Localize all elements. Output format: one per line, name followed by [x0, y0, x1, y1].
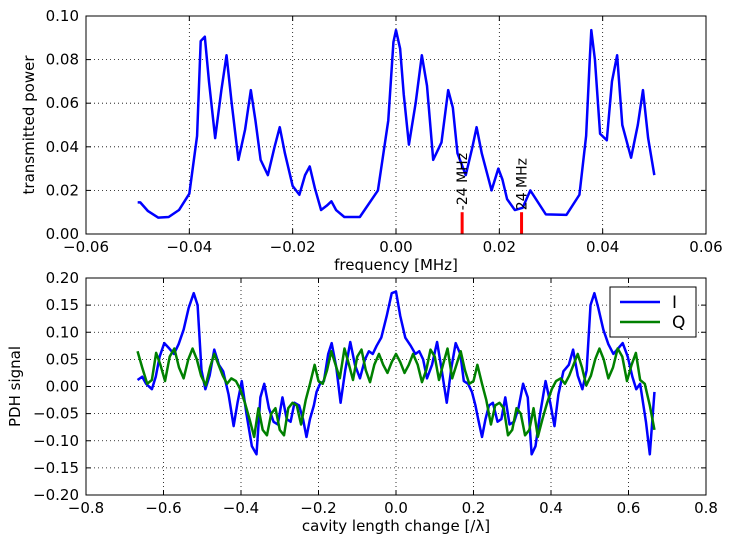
bottom-x-tick-label: 0.8 — [694, 499, 718, 517]
top-x-tick-label: 0.06 — [689, 238, 722, 256]
legend-label-q: Q — [672, 313, 685, 333]
bottom-x-tick-label: −0.6 — [145, 499, 181, 517]
bottom-y-tick-label: −0.10 — [33, 432, 79, 450]
legend-box — [609, 286, 697, 338]
bottom-y-tick-label: −0.20 — [33, 486, 79, 504]
sideband-marker-label: 24 MHz — [515, 158, 531, 210]
bottom-x-tick-label: −0.2 — [300, 499, 336, 517]
top-series-line-0 — [137, 28, 656, 219]
top-x-tick-label: 0.04 — [586, 238, 619, 256]
bottom-y-tick-label: −0.15 — [33, 459, 79, 477]
top-y-tick-label: 0.00 — [46, 225, 79, 243]
top-x-tick-label: −0.04 — [166, 238, 212, 256]
sideband-marker-label: -24 MHz — [455, 153, 471, 210]
bottom-x-tick-label: 0.6 — [617, 499, 641, 517]
bottom-x-tick-label: −0.8 — [68, 499, 104, 517]
top-x-tick-label: −0.06 — [63, 238, 109, 256]
bottom-x-axis-label: cavity length change [/λ] — [302, 517, 490, 535]
bottom-y-tick-label: 0.05 — [46, 350, 79, 368]
top-y-tick-label: 0.04 — [46, 138, 79, 156]
top-x-tick-label: 0.02 — [483, 238, 516, 256]
bottom-y-tick-label: 0.00 — [46, 378, 79, 396]
top-y-tick-label: 0.10 — [46, 7, 79, 25]
top-y-tick-label: 0.02 — [46, 181, 79, 199]
bottom-y-tick-label: 0.15 — [46, 296, 79, 314]
top-x-tick-label: −0.02 — [270, 238, 316, 256]
bottom-y-tick-label: 0.10 — [46, 323, 79, 341]
bottom-plot-panel: −0.8 −0.6 −0.4 −0.2 0.0 0.2 0.4 0.6 0.8 −0.20 −0.1… — [6, 269, 718, 535]
top-x-tick-label: 0.00 — [379, 238, 412, 256]
bottom-series-line-i — [136, 290, 656, 456]
legend-label-i: I — [672, 293, 677, 313]
top-y-axis-label: transmitted power — [20, 55, 38, 195]
bottom-x-tick-label: 0.2 — [462, 499, 486, 517]
top-plot-panel: -24 MHz 24 MHz −0.06 −0.04 −0.02 0.00 0.02 0.0… — [20, 7, 723, 274]
bottom-x-tick-label: 0.0 — [384, 499, 408, 517]
bottom-series-line-q — [136, 347, 656, 439]
top-x-axis-label: frequency [MHz] — [334, 256, 458, 274]
bottom-y-tick-label: 0.20 — [46, 269, 79, 287]
bottom-y-axis-label: PDH signal — [6, 346, 24, 427]
top-y-tick-label: 0.08 — [46, 51, 79, 69]
bottom-y-tick-label: −0.05 — [33, 405, 79, 423]
legend: IQ — [609, 286, 697, 338]
bottom-x-tick-label: −0.4 — [223, 499, 259, 517]
top-y-tick-label: 0.06 — [46, 94, 79, 112]
bottom-x-tick-label: 0.4 — [539, 499, 563, 517]
